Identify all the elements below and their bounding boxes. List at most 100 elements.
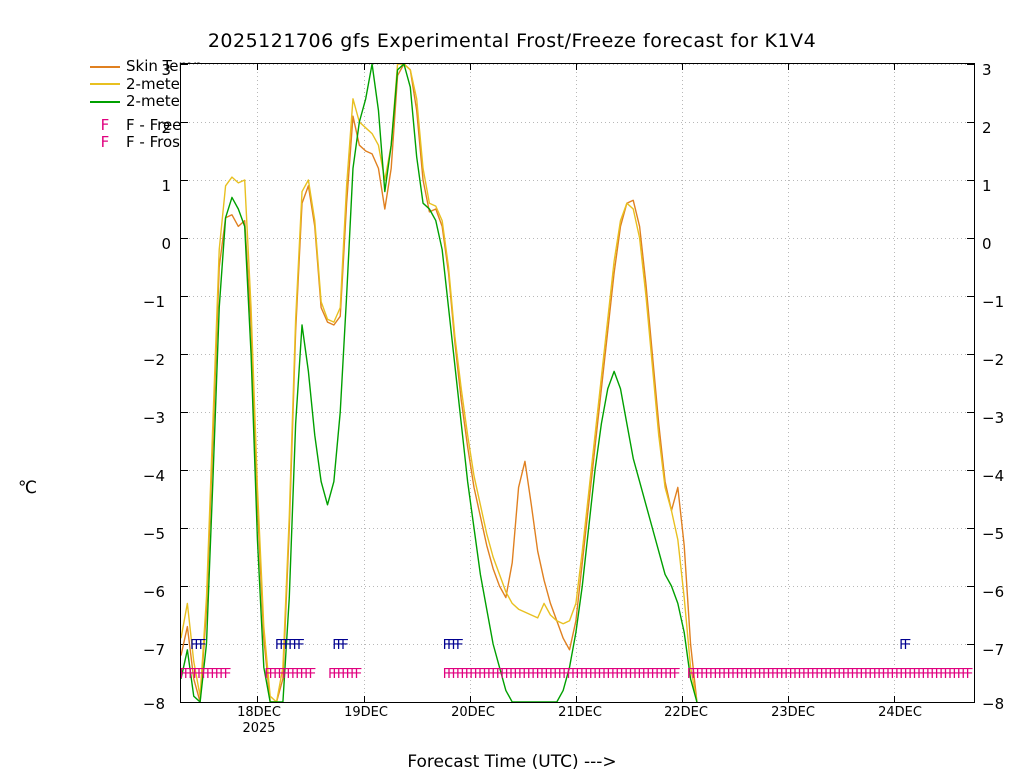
- y-tick-left-4: −1: [142, 293, 165, 311]
- svg-text:F: F: [912, 667, 920, 682]
- svg-text:F: F: [597, 667, 605, 682]
- svg-text:F: F: [802, 667, 810, 682]
- svg-text:F: F: [277, 667, 285, 682]
- svg-text:F: F: [735, 667, 743, 682]
- svg-text:F: F: [740, 667, 748, 682]
- svg-text:F: F: [210, 667, 218, 682]
- y-tick-left-8: −5: [142, 525, 165, 543]
- svg-text:F: F: [575, 667, 583, 682]
- svg-text:F: F: [549, 667, 557, 682]
- svg-text:F: F: [921, 667, 929, 682]
- y-tick-right-11: −8: [982, 695, 1005, 713]
- svg-text:F: F: [762, 667, 770, 682]
- svg-text:F: F: [842, 667, 850, 682]
- x-tick-6: 24DEC: [878, 705, 922, 720]
- svg-text:F: F: [192, 667, 200, 682]
- svg-text:F: F: [509, 667, 517, 682]
- svg-text:F: F: [655, 667, 663, 682]
- svg-text:F: F: [926, 667, 934, 682]
- svg-text:F: F: [522, 667, 530, 682]
- svg-text:F: F: [935, 667, 943, 682]
- svg-text:F: F: [806, 667, 814, 682]
- svg-text:F: F: [651, 667, 659, 682]
- svg-text:F: F: [966, 667, 974, 682]
- svg-text:F: F: [500, 667, 508, 682]
- svg-text:F: F: [811, 667, 819, 682]
- svg-text:F: F: [659, 667, 667, 682]
- y-tick-right-9: −6: [982, 583, 1005, 601]
- svg-text:F: F: [771, 667, 779, 682]
- x-tick-5: 23DEC: [771, 705, 815, 720]
- svg-text:F: F: [855, 667, 863, 682]
- svg-text:F: F: [456, 667, 464, 682]
- y-tick-left-0: 3: [161, 61, 171, 79]
- svg-text:F: F: [451, 638, 459, 653]
- svg-text:F: F: [713, 667, 721, 682]
- svg-text:F: F: [291, 667, 299, 682]
- y-tick-right-8: −5: [982, 525, 1005, 543]
- svg-text:F: F: [284, 638, 292, 653]
- svg-text:F: F: [188, 667, 196, 682]
- svg-text:F: F: [279, 638, 287, 653]
- svg-text:F: F: [846, 667, 854, 682]
- y-tick-left-3: 0: [161, 235, 171, 253]
- svg-text:F: F: [766, 667, 774, 682]
- svg-text:F: F: [451, 667, 459, 682]
- svg-text:F: F: [269, 667, 277, 682]
- svg-text:F: F: [201, 667, 209, 682]
- y-tick-left-10: −7: [142, 641, 165, 659]
- svg-text:F: F: [206, 667, 214, 682]
- svg-text:F: F: [544, 667, 552, 682]
- svg-text:F: F: [833, 667, 841, 682]
- svg-text:F: F: [553, 667, 561, 682]
- svg-text:F: F: [273, 667, 281, 682]
- svg-text:F: F: [223, 667, 231, 682]
- svg-text:F: F: [181, 667, 187, 682]
- svg-text:F: F: [828, 667, 836, 682]
- svg-text:F: F: [300, 667, 308, 682]
- y-tick-right-10: −7: [982, 641, 1005, 659]
- svg-text:F: F: [620, 667, 628, 682]
- svg-text:F: F: [700, 667, 708, 682]
- svg-text:F: F: [624, 667, 632, 682]
- svg-text:F: F: [615, 667, 623, 682]
- svg-text:F: F: [895, 667, 903, 682]
- y-tick-right-1: 2: [982, 119, 992, 137]
- svg-text:F: F: [518, 667, 526, 682]
- chart-title: 2025121706 gfs Experimental Frost/Freeze…: [207, 30, 817, 52]
- y-tick-left-7: −4: [142, 467, 165, 485]
- y-tick-right-2: 1: [982, 177, 992, 195]
- y-tick-right-7: −4: [982, 467, 1005, 485]
- svg-text:F: F: [337, 638, 345, 653]
- svg-text:F: F: [304, 667, 312, 682]
- svg-text:F: F: [695, 667, 703, 682]
- svg-text:F: F: [687, 667, 695, 682]
- svg-text:F: F: [482, 667, 490, 682]
- svg-text:F: F: [341, 667, 349, 682]
- svg-text:F: F: [744, 667, 752, 682]
- svg-text:F: F: [593, 667, 601, 682]
- svg-text:F: F: [571, 667, 579, 682]
- svg-text:F: F: [864, 667, 872, 682]
- svg-text:F: F: [292, 638, 300, 653]
- svg-text:F: F: [899, 667, 907, 682]
- svg-text:F: F: [749, 667, 757, 682]
- svg-text:F: F: [952, 667, 960, 682]
- x-tick-3: 21DEC: [558, 705, 602, 720]
- svg-text:F: F: [606, 667, 614, 682]
- svg-text:F: F: [948, 667, 956, 682]
- svg-text:F: F: [664, 667, 672, 682]
- svg-text:F: F: [460, 667, 468, 682]
- svg-text:F: F: [465, 667, 473, 682]
- svg-text:F: F: [341, 638, 349, 653]
- svg-text:F: F: [793, 667, 801, 682]
- y-tick-right-6: −3: [982, 409, 1005, 427]
- svg-text:F: F: [535, 667, 543, 682]
- svg-text:F: F: [673, 667, 681, 682]
- svg-text:F: F: [957, 667, 965, 682]
- svg-text:F: F: [513, 667, 521, 682]
- y-tick-right-5: −2: [982, 351, 1005, 369]
- svg-text:F: F: [540, 667, 548, 682]
- x-tick-4: 22DEC: [664, 705, 708, 720]
